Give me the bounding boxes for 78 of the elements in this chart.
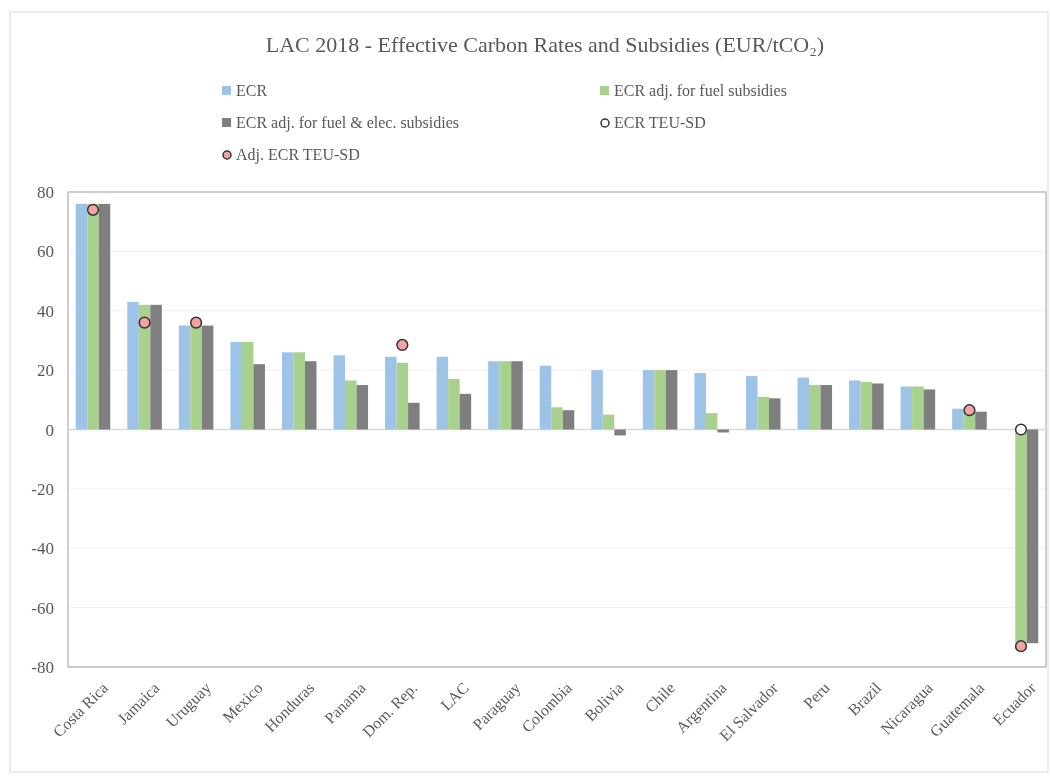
bar: [745, 376, 758, 430]
bar: [98, 203, 111, 430]
bar: [694, 373, 706, 430]
x-tick-label: Chile: [641, 679, 679, 716]
bar: [345, 380, 357, 430]
y-tick-label: 20: [37, 361, 54, 381]
bar: [396, 362, 409, 430]
y-tick-label: 40: [37, 301, 54, 321]
y-tick-label: 0: [45, 420, 54, 440]
bar: [436, 356, 449, 430]
legend-label: ECR adj. for fuel & elec. subsidies: [236, 114, 460, 132]
bar: [448, 379, 460, 430]
point: [1014, 640, 1028, 653]
bar: [768, 398, 781, 430]
bar: [304, 361, 317, 430]
bar: [333, 355, 346, 430]
bar: [602, 414, 615, 430]
y-tick-label: -40: [31, 539, 54, 559]
bar: [912, 386, 924, 430]
bar: [241, 341, 254, 430]
point: [86, 203, 100, 216]
bar: [872, 383, 884, 430]
bar: [952, 408, 964, 430]
bar: [138, 304, 151, 430]
bar: [230, 341, 242, 430]
bar: [190, 325, 202, 430]
bar: [654, 370, 666, 430]
bar: [75, 203, 88, 430]
bar: [178, 325, 191, 430]
bar: [562, 410, 575, 430]
bar: [900, 386, 913, 430]
chart-title: LAC 2018 - Effective Carbon Rates and Subsidies (EUR/tCO₂): [265, 32, 825, 57]
point: [190, 316, 203, 329]
bar: [539, 365, 552, 430]
bar: [459, 393, 472, 430]
point: [138, 316, 151, 329]
point: [1014, 423, 1028, 436]
y-tick-label: -60: [31, 598, 54, 618]
bar: [293, 352, 305, 430]
bar: [860, 382, 873, 430]
bar: [849, 380, 861, 430]
point: [963, 404, 976, 417]
bar: [809, 384, 821, 430]
legend-label: ECR: [236, 82, 268, 99]
bar: [923, 389, 936, 430]
bar: [385, 356, 397, 430]
bar: [253, 364, 265, 430]
bar: [797, 377, 810, 430]
bar: [408, 402, 420, 430]
bar: [757, 396, 769, 430]
y-tick-label: 60: [37, 242, 54, 262]
legend-label: Adj. ECR TEU-SD: [236, 146, 360, 164]
bar: [1026, 429, 1039, 644]
legend-label: ECR adj. for fuel subsidies: [614, 82, 787, 100]
bar: [127, 301, 139, 430]
x-tick-label: Costa Rica: [49, 679, 112, 741]
legend-label: ECR TEU-SD: [614, 114, 706, 131]
bar: [511, 361, 523, 430]
y-tick-label: 80: [37, 183, 54, 202]
bar: [551, 407, 563, 430]
bar: [665, 370, 678, 430]
bar: [975, 411, 987, 430]
bar: [201, 325, 214, 430]
point: [396, 338, 409, 351]
bar: [87, 203, 99, 430]
y-tick-label: -80: [31, 658, 54, 677]
x-tick-label: Peru: [800, 679, 833, 712]
bar: [499, 361, 512, 430]
bar: [591, 370, 603, 430]
bar: [820, 384, 833, 430]
bar: [281, 352, 294, 430]
bar: [150, 304, 162, 430]
bar: [356, 384, 369, 430]
bar: [642, 370, 655, 430]
bar: [705, 413, 718, 430]
bar: [1015, 429, 1027, 647]
y-tick-label: -20: [31, 479, 54, 499]
bar: [488, 361, 500, 430]
